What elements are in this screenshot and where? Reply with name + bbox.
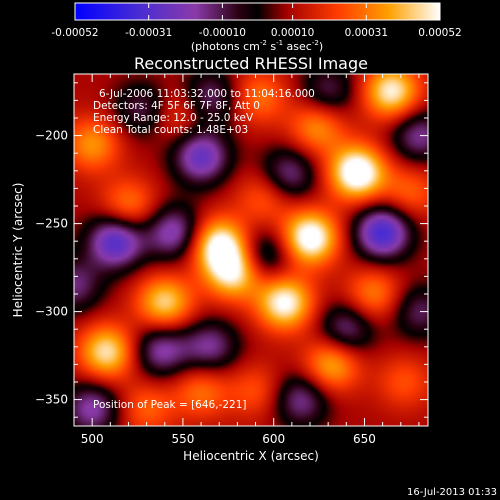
x-tick-label: 500: [81, 432, 104, 446]
x-tick-label: 600: [262, 432, 285, 446]
colorbar-gradient: [74, 2, 441, 21]
annotation-energy: Energy Range: 12.0 - 25.0 keV: [93, 112, 254, 124]
colorbar-tick-label: 0.00010: [271, 27, 314, 39]
colorbar-tick-label: -0.00031: [125, 27, 172, 39]
x-axis-label: Heliocentric X (arcsec): [183, 449, 319, 463]
colorbar-ticks: -0.00052 -0.00031 -0.00010 0.00010 0.00031 0.…: [51, 3, 462, 39]
colorbar-tick-label: -0.00052: [51, 27, 98, 39]
y-tick-label: −200: [35, 129, 68, 143]
plot-frame: [73, 73, 429, 427]
colorbar-tick-label: 0.00031: [345, 27, 388, 39]
colorbar-tick-label: 0.00052: [418, 27, 461, 39]
annotation-detectors: Detectors: 4F 5F 6F 7F 8F, Att 0: [93, 100, 260, 112]
y-tick-label: −300: [35, 305, 68, 319]
y-tick-label: −250: [35, 217, 68, 231]
annotations: 6-Jul-2006 11:03:32.000 to 11:04:16.000 …: [93, 88, 315, 411]
y-tick-label: −350: [35, 393, 68, 407]
axis-ticks: 500 550 600 650 −200 −250 −300 −350: [35, 74, 428, 446]
annotation-time: 6-Jul-2006 11:03:32.000 to 11:04:16.000: [99, 88, 315, 100]
x-tick-label: 550: [171, 432, 194, 446]
y-axis-label: Heliocentric Y (arcsec): [11, 183, 25, 318]
x-tick-label: 650: [353, 432, 376, 446]
colorbar: -0.00052 -0.00031 -0.00010 0.00010 0.00031 0.…: [51, 2, 462, 53]
colorbar-tick-label: -0.00010: [199, 27, 246, 39]
footer-timestamp: 16-Jul-2013 01:33: [407, 487, 497, 498]
heatmap-image: [74, 74, 428, 426]
annotation-clean: Clean Total counts: 1.48E+03: [93, 124, 248, 136]
colorbar-units-label: (photons cm-2 s-1 asec-2): [191, 39, 323, 53]
chart-title: Reconstructed RHESSI Image: [134, 54, 368, 73]
annotation-peak: Position of Peak = [646,-221]: [93, 399, 247, 411]
